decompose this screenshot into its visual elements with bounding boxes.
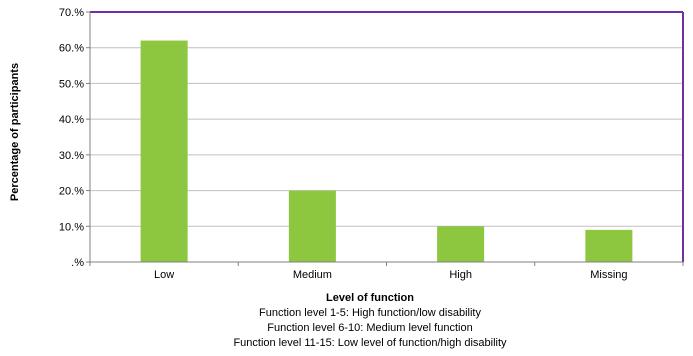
x-tick-label: Missing [590, 269, 627, 281]
y-tick-label: 10.% [59, 221, 84, 233]
y-axis-ticks: .% 10.% 20.% 30.% 40.% 50.% 60.% 70.% [59, 7, 90, 269]
bar-low [140, 40, 188, 263]
bars [140, 40, 633, 263]
y-tick-label: .% [71, 257, 84, 269]
x-axis-ticks: Low Medium High Missing [89, 262, 684, 281]
x-tick-label: High [449, 269, 472, 281]
x-tick-label: Medium [293, 269, 332, 281]
y-tick-label: 30.% [59, 150, 84, 162]
y-tick-label: 60.% [59, 43, 84, 55]
y-axis-title: Percentage of participants [9, 63, 21, 201]
footnote-line-3: Function level 11-15: Low level of funct… [233, 337, 507, 349]
bar-high [437, 226, 485, 262]
y-tick-label: 50.% [59, 78, 84, 90]
gridlines [90, 47, 683, 227]
x-axis-title: Level of function [326, 292, 414, 304]
bar-medium [288, 190, 336, 262]
bar-missing [585, 229, 633, 262]
y-tick-label: 40.% [59, 114, 84, 126]
y-tick-label: 20.% [59, 186, 84, 198]
x-tick-label: Low [154, 269, 174, 281]
y-tick-label: 70.% [59, 7, 84, 19]
footnote-line-1: Function level 1-5: High function/low di… [259, 307, 481, 319]
footnote-line-2: Function level 6-10: Medium level functi… [267, 322, 472, 334]
